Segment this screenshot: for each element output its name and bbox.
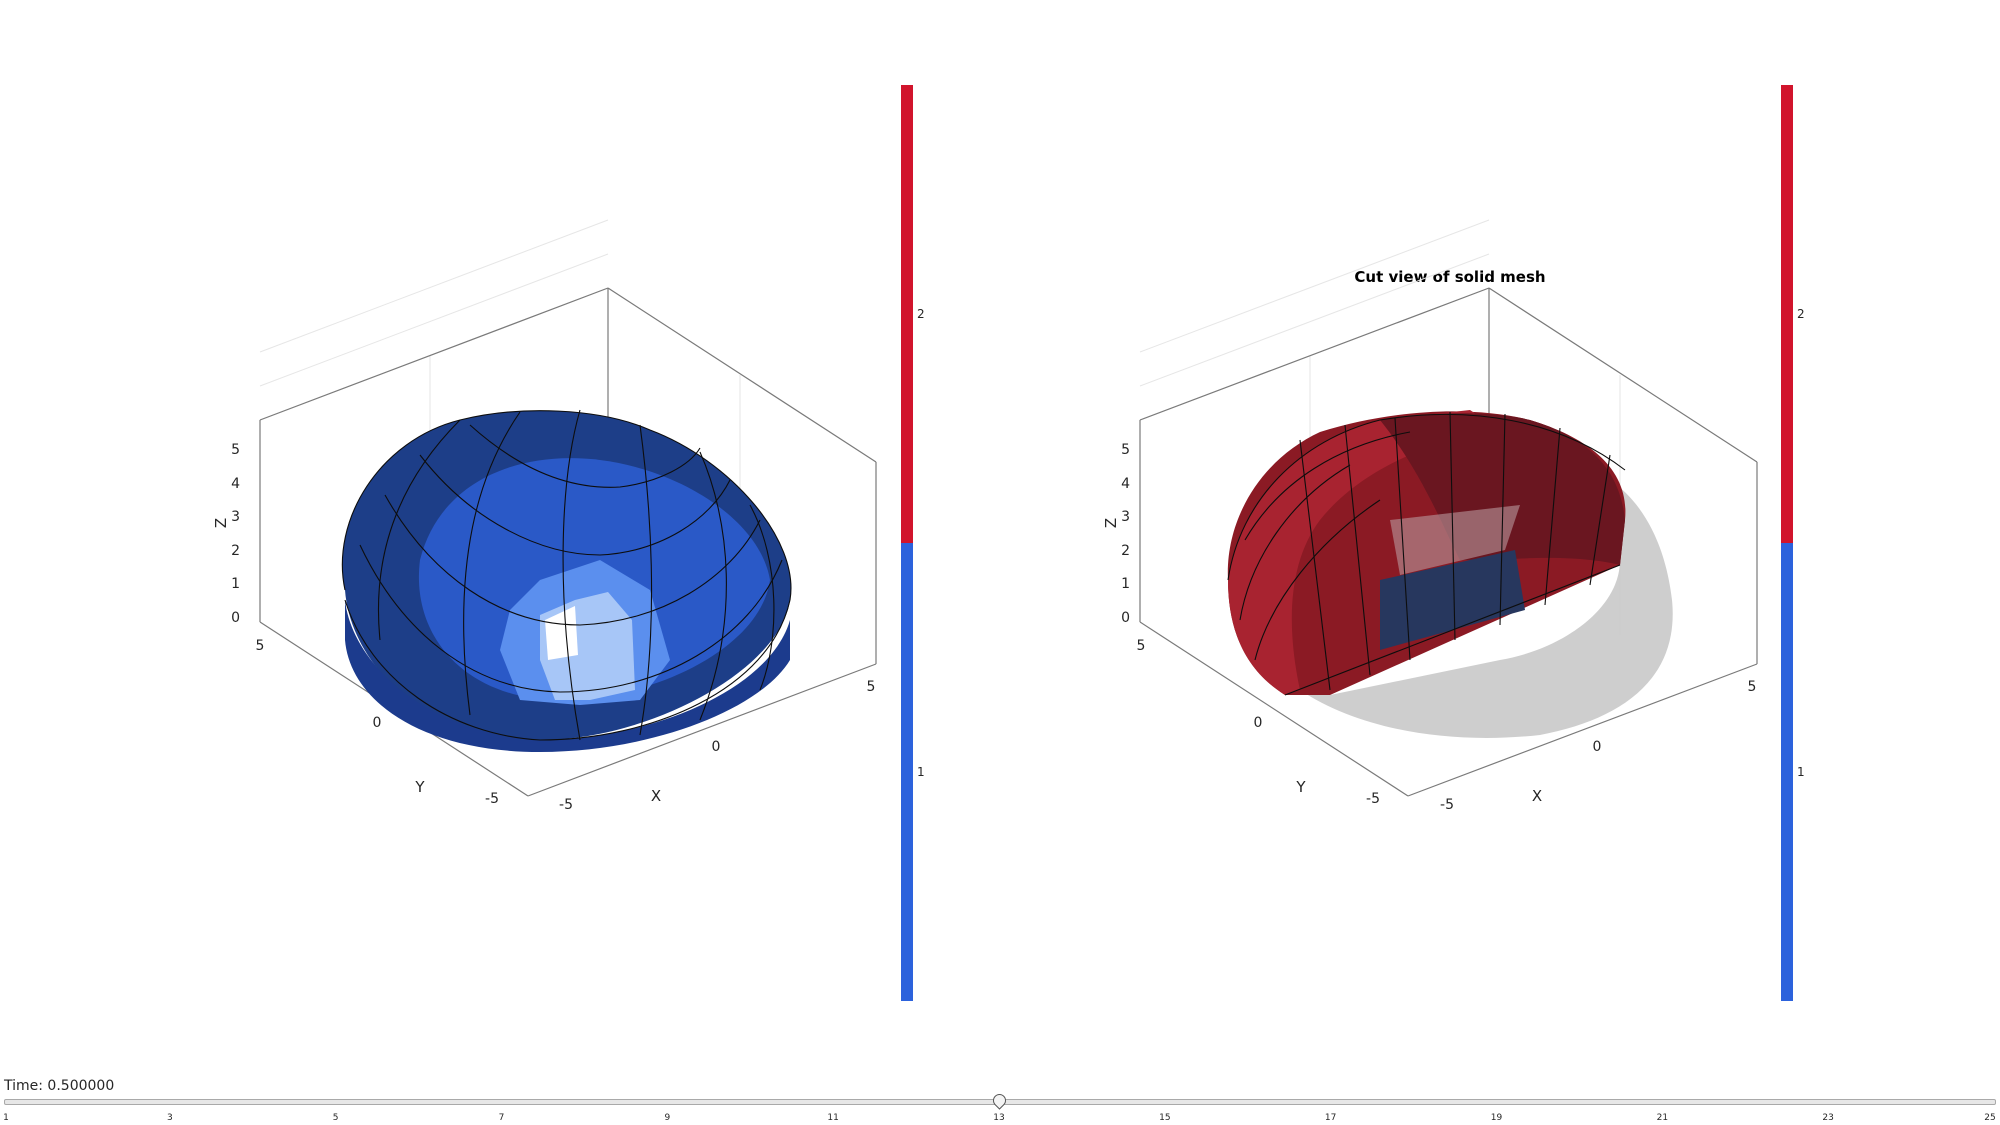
- colorbar-segment-2: [901, 85, 913, 543]
- plot-title: Cut view of solid mesh: [1354, 268, 1545, 286]
- z-tick: 3: [1121, 509, 1130, 525]
- y-tick: 0: [1254, 715, 1263, 731]
- right-y-ticks: -5 0 5: [1137, 638, 1380, 807]
- colorbar-tick: 2: [917, 307, 925, 321]
- slider-tick-label: 1: [3, 1113, 9, 1123]
- colorbar-segment-1: [901, 543, 913, 1001]
- left-axes[interactable]: 0 1 2 3 4 5 Z -5 0 5 Y -5 0 5 X 2 1: [0, 0, 1000, 1070]
- slider-tick-label: 5: [332, 1113, 339, 1123]
- slider-tick-label: 13: [993, 1113, 1005, 1123]
- slider-tick-label: 25: [1984, 1113, 1996, 1123]
- z-tick: 1: [231, 576, 240, 592]
- colorbar-segment-2: [1781, 85, 1793, 543]
- y-tick: 0: [373, 715, 382, 731]
- z-tick: 2: [231, 543, 240, 559]
- x-axis-label: X: [651, 787, 661, 805]
- time-slider-thumb[interactable]: [990, 1091, 1009, 1110]
- slider-tick-label: 21: [1656, 1113, 1669, 1123]
- x-tick: 5: [867, 679, 876, 695]
- z-tick: 5: [231, 442, 240, 458]
- z-tick: 4: [1121, 476, 1130, 492]
- colorbar-tick: 2: [1797, 307, 1805, 321]
- slider-tick-label: 17: [1324, 1113, 1337, 1123]
- left-z-ticks: 0 1 2 3 4 5: [231, 442, 240, 626]
- left-y-ticks: -5 0 5: [256, 638, 499, 807]
- left-colorbar[interactable]: 2 1: [901, 85, 925, 1001]
- slider-tick-label: 9: [664, 1113, 671, 1123]
- x-tick: 0: [712, 739, 721, 755]
- time-label: Time: 0.500000: [4, 1078, 115, 1094]
- colorbar-tick: 1: [917, 765, 925, 779]
- slider-tick-label: 23: [1822, 1113, 1834, 1123]
- colorbar-tick: 1: [1797, 765, 1805, 779]
- slider-tick-label: 11: [827, 1113, 839, 1123]
- z-tick: 3: [231, 509, 240, 525]
- slider-tick-label: 15: [1159, 1113, 1171, 1123]
- slider-tick-label: 7: [498, 1113, 505, 1123]
- z-tick: 5: [1121, 442, 1130, 458]
- y-tick: 5: [1137, 638, 1146, 654]
- y-tick: -5: [1366, 791, 1380, 807]
- right-cut-mesh: [1227, 410, 1673, 738]
- y-tick: 5: [256, 638, 265, 654]
- left-x-ticks: -5 0 5: [559, 679, 875, 813]
- z-tick: 4: [231, 476, 240, 492]
- y-axis-label: Y: [1295, 778, 1306, 796]
- x-tick: 0: [1593, 739, 1602, 755]
- right-x-ticks: -5 0 5: [1440, 679, 1756, 813]
- z-axis-label: Z: [212, 518, 230, 528]
- z-tick: 0: [1121, 610, 1130, 626]
- right-z-ticks: 0 1 2 3 4 5: [1121, 442, 1130, 626]
- x-axis-label: X: [1532, 787, 1542, 805]
- z-tick: 0: [231, 610, 240, 626]
- x-tick: -5: [559, 797, 573, 813]
- left-dome-surface: [341, 409, 792, 752]
- colorbar-segment-1: [1781, 543, 1793, 1001]
- right-colorbar[interactable]: 2 1: [1781, 85, 1805, 1001]
- z-tick: 2: [1121, 543, 1130, 559]
- slider-tick-label: 19: [1490, 1113, 1503, 1123]
- z-tick: 1: [1121, 576, 1130, 592]
- y-axis-label: Y: [414, 778, 425, 796]
- x-tick: -5: [1440, 797, 1454, 813]
- z-axis-label: Z: [1102, 518, 1120, 528]
- y-tick: -5: [485, 791, 499, 807]
- right-axes[interactable]: Cut view of solid mesh: [1000, 0, 2000, 1070]
- slider-tick-label: 3: [166, 1113, 173, 1123]
- x-tick: 5: [1748, 679, 1757, 695]
